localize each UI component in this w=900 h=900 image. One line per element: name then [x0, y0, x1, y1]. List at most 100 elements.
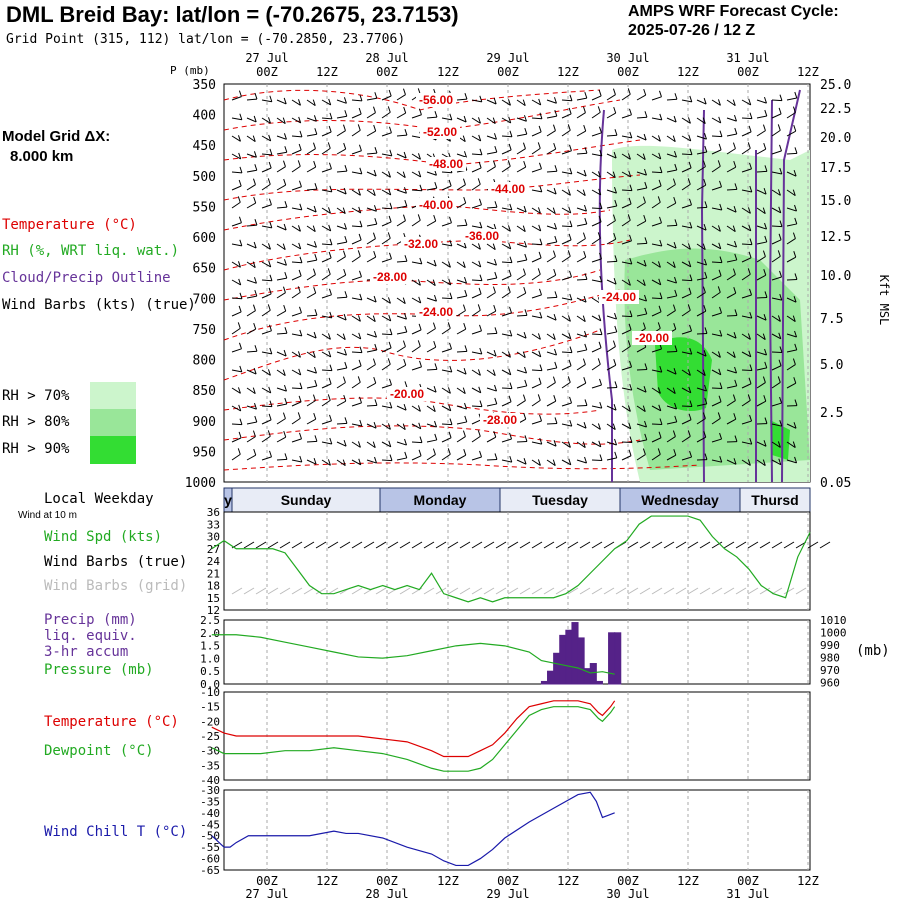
wind-barb-flag [554, 417, 558, 424]
date-label-top: 28 Jul [365, 51, 408, 65]
temperature-label: -48.00 [429, 157, 463, 171]
wind-barb [531, 399, 541, 407]
wind-barb-flag [734, 366, 738, 374]
wind-barb-flag [597, 423, 601, 430]
wind-barb [366, 459, 377, 464]
wind-barb [636, 313, 647, 317]
wind-barb-flag [509, 382, 513, 389]
wind-barb-flag [238, 431, 242, 439]
wind-barb-flag [494, 384, 497, 392]
wind-barb-flag [718, 116, 722, 124]
wind-barb-flag [612, 340, 616, 347]
wind-barb [591, 237, 601, 245]
wind-barb [396, 171, 406, 179]
wind-barb-flag [343, 394, 347, 402]
wind-barb-flag [313, 115, 317, 122]
wind-barb [546, 422, 558, 425]
wind-barb [276, 292, 286, 299]
wind-barb [621, 93, 631, 101]
wind-barb [681, 293, 692, 299]
true-wind-barb [543, 541, 555, 549]
date-label-bottom: 29 Jul [486, 887, 529, 900]
pressure-tick: 550 [193, 200, 216, 215]
wind-barb-flag [344, 235, 348, 243]
wind-barb-flag [464, 219, 468, 226]
wind-barb [336, 99, 347, 104]
wind-barb-flag [328, 162, 332, 169]
wind-barb [636, 187, 647, 191]
wind-barb [246, 243, 257, 249]
wind-barb [456, 279, 467, 284]
time-tick-bottom: 00Z [256, 874, 278, 888]
wind-barb-flag [237, 322, 241, 329]
wind-barb [291, 149, 302, 155]
wind-barb-flag [613, 277, 617, 285]
wind-barb-flag [372, 358, 376, 365]
wind-barb [756, 441, 767, 447]
wind-barb-flag [419, 184, 423, 191]
wind-barb [291, 369, 301, 376]
wind-barb-flag [568, 332, 572, 339]
wind-barb [561, 423, 572, 427]
wind-barb-flag [239, 365, 243, 373]
wind-barb [711, 438, 722, 443]
wind-barb-flag [522, 394, 526, 401]
wind-barb [306, 133, 317, 137]
wind-barb [231, 171, 243, 174]
wind-barb [306, 351, 316, 359]
wind-barb-flag [614, 186, 617, 194]
wind-barb-flag [659, 292, 663, 299]
wind-barb [351, 239, 362, 245]
wind-barb [711, 312, 722, 317]
wind-barb-flag [342, 459, 346, 466]
wind-barb-flag [522, 225, 526, 232]
wind-barb-flag [613, 151, 617, 159]
wind-barb-flag [734, 240, 737, 248]
true-wind-barb [711, 541, 723, 549]
wind-barb [621, 219, 631, 227]
wind-barb [531, 459, 541, 466]
temperature-label: -40.00 [419, 198, 453, 212]
wind-barb [576, 404, 588, 407]
wind-barb-flag [657, 448, 661, 455]
wind-barb-flag [538, 350, 542, 357]
wind-barb-flag [523, 286, 527, 294]
wind-barb-flag [404, 451, 408, 459]
wind-barb-flag [282, 286, 286, 293]
wind-barb [531, 315, 542, 319]
wind-barb-flag [404, 438, 407, 446]
precip-panel-frame [223, 619, 811, 685]
wind-barb-flag [582, 315, 586, 322]
wind-barb-flag [239, 113, 243, 120]
wind-barb [771, 441, 781, 448]
wind-barb [711, 117, 721, 124]
wind-barb [576, 297, 587, 303]
wind-barb [771, 150, 782, 155]
wind-barb-flag [569, 270, 572, 278]
wind-barb-flag [252, 430, 256, 437]
wind-barb-flag [598, 314, 602, 321]
wind-barb [696, 403, 707, 407]
wind-barb-flag [762, 459, 766, 466]
wind-barb-flag [417, 279, 421, 286]
wind-barb-flag [433, 214, 437, 222]
wind-barb [561, 351, 573, 354]
wind-barb [606, 315, 617, 320]
wind-barb-flag [524, 240, 527, 248]
legend-rh70: RH > 70% [2, 388, 70, 404]
wind-barb [261, 405, 273, 408]
wind-barb [696, 166, 706, 173]
wind-barb-flag [733, 287, 737, 294]
wind-barb [786, 112, 796, 119]
wind-barb-flag [284, 384, 287, 392]
wind-barb-flag [554, 109, 558, 117]
wind-barb [666, 295, 677, 299]
wind-barb-flag [359, 346, 363, 353]
wind-barb-flag [659, 418, 663, 425]
wind-barb-flag [659, 216, 662, 224]
wind-barb-flag [569, 346, 573, 353]
wind-barb-flag [404, 199, 408, 207]
wind-barb [501, 333, 512, 337]
true-wind-barb [447, 541, 459, 549]
wind-barb [351, 381, 361, 389]
